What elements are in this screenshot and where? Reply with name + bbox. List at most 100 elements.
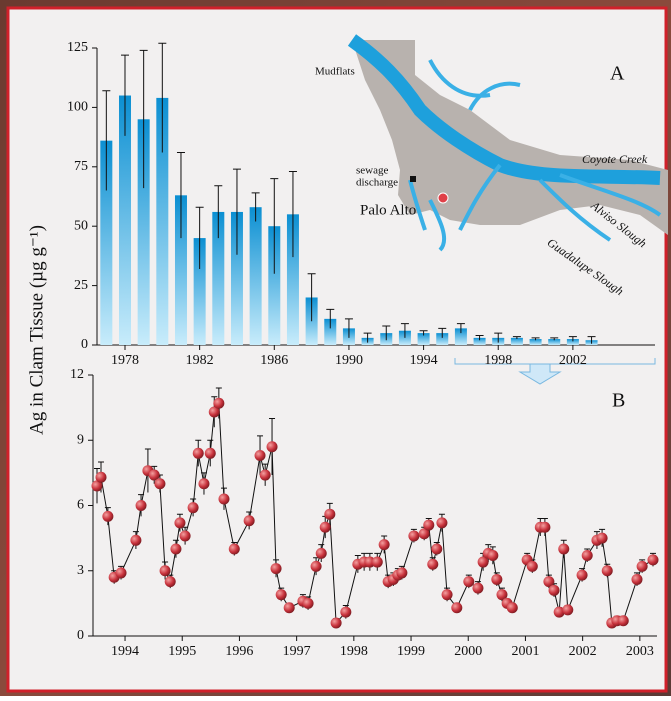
error-bar xyxy=(400,323,409,338)
arrow xyxy=(518,363,562,385)
bar xyxy=(174,195,187,345)
marker xyxy=(371,556,383,568)
bar xyxy=(548,339,561,345)
y-tick-label: 0 xyxy=(77,628,84,643)
marker xyxy=(506,602,518,614)
error-bar xyxy=(158,42,167,153)
y-tick-label: 6 xyxy=(77,498,84,513)
x-tick-label: 1996 xyxy=(225,644,253,659)
marker xyxy=(491,573,503,585)
x-tick-label: 1986 xyxy=(260,353,288,368)
error-bar xyxy=(438,327,447,338)
error-bar xyxy=(176,152,185,239)
marker xyxy=(423,519,435,531)
x-tick-label: 2001 xyxy=(511,644,539,659)
bar xyxy=(529,339,542,345)
error-bar xyxy=(363,332,372,343)
site-marker xyxy=(437,192,449,204)
marker xyxy=(601,565,613,577)
error-bar xyxy=(344,318,353,338)
bar xyxy=(324,318,337,345)
marker xyxy=(159,565,171,577)
error-bar xyxy=(288,171,297,258)
error-bar xyxy=(531,337,540,341)
y-tick-label: 0 xyxy=(81,337,88,352)
bar xyxy=(212,211,225,345)
marker xyxy=(243,515,255,527)
error-bar xyxy=(326,308,335,329)
x-tick-label: 1982 xyxy=(186,353,214,368)
marker xyxy=(647,554,659,566)
marker xyxy=(319,521,331,533)
bar xyxy=(230,211,243,345)
x-tick-label: 2002 xyxy=(569,644,597,659)
bar xyxy=(156,97,169,346)
error-bar xyxy=(512,336,521,340)
marker xyxy=(102,510,114,522)
x-tick-label: 1999 xyxy=(397,644,425,659)
channel xyxy=(347,34,661,185)
marker xyxy=(187,502,199,514)
marker xyxy=(378,539,390,551)
error-bar xyxy=(494,332,503,343)
marker xyxy=(427,558,439,570)
marker xyxy=(431,543,443,555)
marker xyxy=(179,530,191,542)
marker xyxy=(581,550,593,562)
error-bar xyxy=(550,337,559,341)
x-tick-label: 1990 xyxy=(335,353,363,368)
error-bar xyxy=(251,192,260,222)
marker xyxy=(315,547,327,559)
marker xyxy=(310,560,322,572)
marker xyxy=(548,584,560,596)
bar xyxy=(510,337,523,345)
marker xyxy=(170,543,182,555)
marker xyxy=(408,530,420,542)
bar xyxy=(286,214,299,345)
y-tick-label: 3 xyxy=(77,563,84,578)
x-tick-label: 2000 xyxy=(454,644,482,659)
marker xyxy=(204,447,216,459)
bar xyxy=(473,337,486,345)
marker xyxy=(148,469,160,481)
y-tick-label: 100 xyxy=(67,100,88,115)
bar xyxy=(454,328,467,345)
x-tick-label: 1997 xyxy=(283,644,311,659)
error-bar xyxy=(195,206,204,269)
x-tick-label: 1998 xyxy=(340,644,368,659)
panel-label: A xyxy=(610,63,625,85)
marker xyxy=(463,576,475,588)
marker xyxy=(539,521,551,533)
error-bar xyxy=(120,54,129,136)
marker xyxy=(472,582,484,594)
x-tick-label: 1978 xyxy=(111,353,139,368)
bar xyxy=(193,238,206,345)
bracket xyxy=(454,358,656,365)
discharge-marker xyxy=(410,176,416,182)
marker xyxy=(543,576,555,588)
error-bar xyxy=(232,168,241,255)
error-bar xyxy=(139,49,148,189)
map-label: Palo Alto xyxy=(360,202,416,218)
marker xyxy=(526,560,538,572)
marker xyxy=(596,532,608,544)
error-bar xyxy=(456,323,465,334)
error-bar xyxy=(587,336,596,344)
marker xyxy=(562,604,574,616)
error-bar xyxy=(214,185,223,239)
marker xyxy=(174,517,186,529)
bar xyxy=(436,333,449,345)
marker xyxy=(302,597,314,609)
marker xyxy=(208,406,220,418)
channel xyxy=(408,59,662,252)
error-bar xyxy=(102,90,111,191)
marker xyxy=(95,471,107,483)
marker xyxy=(218,493,230,505)
marker xyxy=(576,569,588,581)
marker xyxy=(324,508,336,520)
marker xyxy=(115,567,127,579)
marker xyxy=(340,606,352,618)
marker xyxy=(283,602,295,614)
error-bar xyxy=(382,325,391,341)
